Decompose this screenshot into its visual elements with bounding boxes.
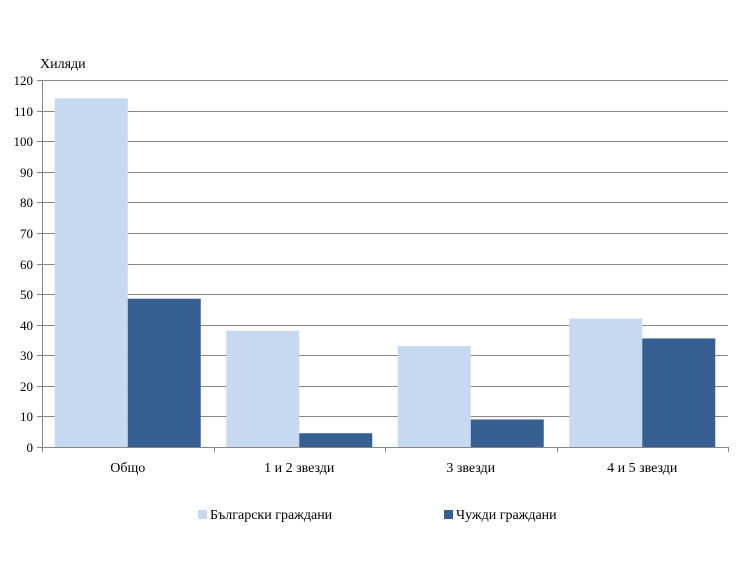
bars bbox=[54, 98, 716, 447]
legend: Български граждани Чужди граждани bbox=[198, 508, 557, 523]
bar bbox=[299, 433, 373, 447]
legend-label: Чужди граждани bbox=[456, 508, 557, 523]
bar bbox=[226, 330, 300, 447]
x-tick-label: 4 и 5 звезди bbox=[607, 461, 678, 476]
x-tick-label: 3 звезди bbox=[446, 461, 495, 476]
legend-swatch bbox=[444, 510, 453, 519]
bar bbox=[642, 338, 716, 447]
x-axis-labels: Общо 1 и 2 звезди 3 звезди 4 и 5 звезди bbox=[110, 461, 678, 476]
y-tick-label: 80 bbox=[20, 195, 33, 210]
bar bbox=[127, 298, 201, 447]
y-tick-label: 120 bbox=[14, 73, 34, 88]
y-tick-label: 0 bbox=[27, 440, 34, 455]
y-tick-label: 60 bbox=[20, 257, 33, 272]
y-tick-label: 90 bbox=[20, 165, 33, 180]
y-tick-label: 110 bbox=[14, 104, 33, 119]
y-axis-ticks: 0 10 20 30 40 50 60 70 80 90 100 110 120 bbox=[14, 73, 42, 455]
axes bbox=[42, 80, 729, 452]
y-tick-label: 40 bbox=[20, 318, 33, 333]
y-tick-label: 20 bbox=[20, 379, 33, 394]
x-tick-label: 1 и 2 звезди bbox=[264, 461, 335, 476]
bar bbox=[54, 98, 128, 447]
y-tick-label: 100 bbox=[14, 134, 34, 149]
bar bbox=[470, 419, 544, 447]
y-tick-label: 50 bbox=[20, 287, 33, 302]
legend-label: Български граждани bbox=[210, 508, 333, 523]
legend-swatch bbox=[198, 510, 207, 519]
y-tick-label: 10 bbox=[20, 409, 33, 424]
bar bbox=[397, 346, 471, 447]
x-tick-label: Общо bbox=[110, 461, 145, 476]
bar bbox=[569, 318, 643, 447]
y-tick-label: 30 bbox=[20, 348, 33, 363]
y-axis-label: Хиляди bbox=[40, 57, 86, 72]
y-tick-label: 70 bbox=[20, 226, 33, 241]
